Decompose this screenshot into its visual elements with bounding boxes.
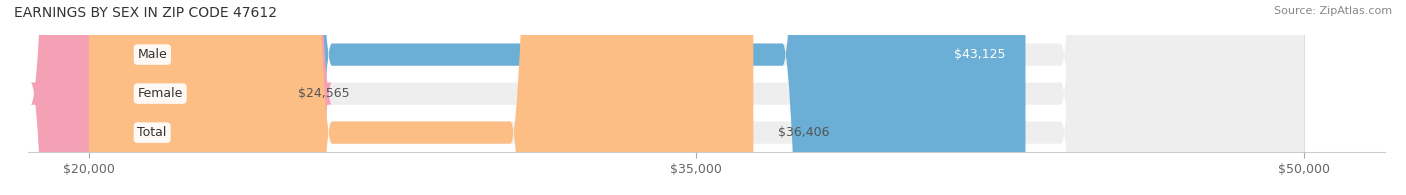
Text: Female: Female: [138, 87, 183, 100]
FancyBboxPatch shape: [89, 0, 1303, 195]
Text: $24,565: $24,565: [298, 87, 350, 100]
FancyBboxPatch shape: [89, 0, 754, 195]
Text: Source: ZipAtlas.com: Source: ZipAtlas.com: [1274, 6, 1392, 16]
FancyBboxPatch shape: [89, 0, 1025, 195]
Text: $43,125: $43,125: [953, 48, 1005, 61]
Text: Total: Total: [138, 126, 167, 139]
FancyBboxPatch shape: [89, 0, 1303, 195]
FancyBboxPatch shape: [31, 0, 332, 195]
Text: $36,406: $36,406: [778, 126, 830, 139]
Text: EARNINGS BY SEX IN ZIP CODE 47612: EARNINGS BY SEX IN ZIP CODE 47612: [14, 6, 277, 20]
Text: Male: Male: [138, 48, 167, 61]
FancyBboxPatch shape: [89, 0, 1303, 195]
